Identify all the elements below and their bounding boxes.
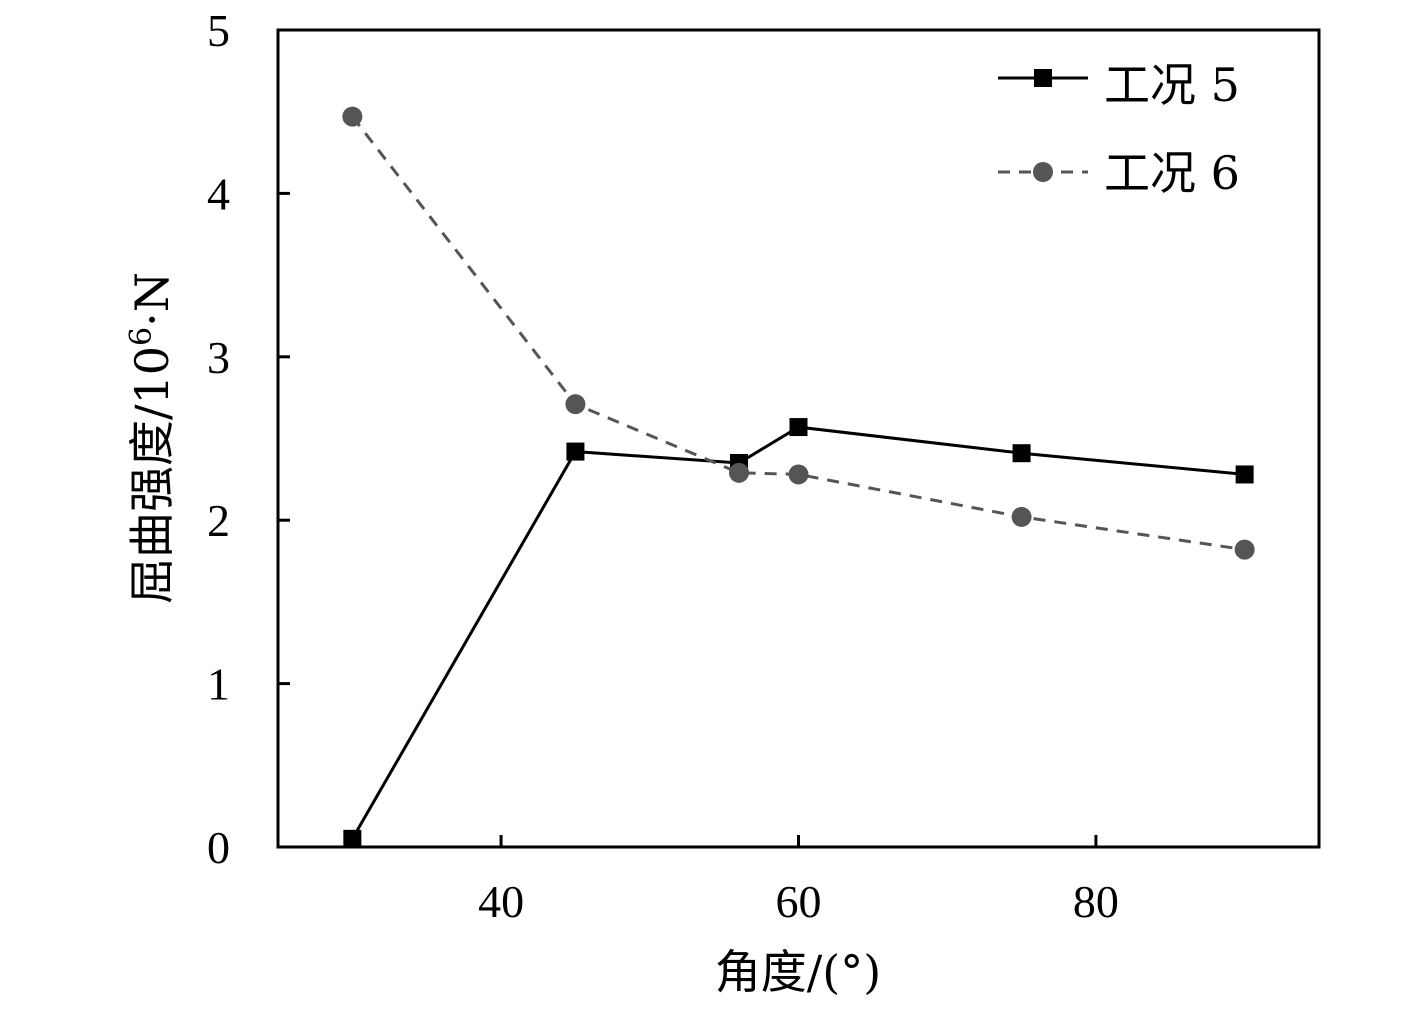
y-tick-label: 3 — [207, 332, 230, 383]
data-point-series-1 — [566, 442, 585, 461]
series-line-1 — [351, 425, 1245, 840]
y-tick-label: 5 — [207, 5, 230, 56]
data-point-series-1 — [789, 418, 808, 437]
legend-label-series-2: 工况 6 — [1104, 146, 1240, 200]
legend-entry-series-2: 工况 6 — [998, 146, 1240, 200]
data-point-series-2 — [1234, 539, 1255, 560]
y-tick-label: 1 — [207, 659, 230, 710]
x-axis-title: 角度/(°) — [715, 945, 881, 999]
data-point-series-1 — [343, 829, 362, 848]
legend-marker-series-1 — [1034, 69, 1052, 87]
legend-entry-series-1: 工况 5 — [998, 58, 1240, 112]
x-tick-label: 60 — [776, 876, 822, 927]
legend: 工况 5 工况 6 — [998, 58, 1240, 200]
y-axis-title-main: 屈曲强度/10 — [125, 346, 179, 604]
data-point-series-1 — [1235, 465, 1254, 484]
data-point-series-2 — [1011, 506, 1032, 527]
y-tick-label: 0 — [207, 822, 230, 873]
y-tick-label: 2 — [207, 495, 230, 546]
data-point-series-2 — [565, 394, 586, 415]
x-tick-label: 80 — [1073, 876, 1119, 927]
series-layer — [342, 106, 1255, 848]
x-axis-ticks: 40 60 80 — [478, 835, 1119, 927]
legend-marker-series-2 — [1033, 162, 1053, 182]
y-axis-title-superscript: 6 — [124, 327, 159, 346]
data-point-series-1 — [1012, 444, 1031, 463]
y-axis-title-unit: ·N — [125, 272, 179, 327]
series-line-2 — [351, 115, 1245, 552]
data-point-series-2 — [788, 464, 809, 485]
data-point-series-2 — [729, 462, 750, 483]
x-tick-label: 40 — [478, 876, 524, 927]
y-axis-ticks: 0 1 2 3 4 5 — [207, 5, 290, 873]
legend-label-series-1: 工况 5 — [1104, 58, 1240, 112]
y-axis-title: 屈曲强度/106·N — [124, 272, 180, 604]
y-tick-label: 4 — [207, 168, 230, 219]
plot-area-frame — [276, 28, 1321, 849]
data-point-series-2 — [342, 106, 363, 127]
